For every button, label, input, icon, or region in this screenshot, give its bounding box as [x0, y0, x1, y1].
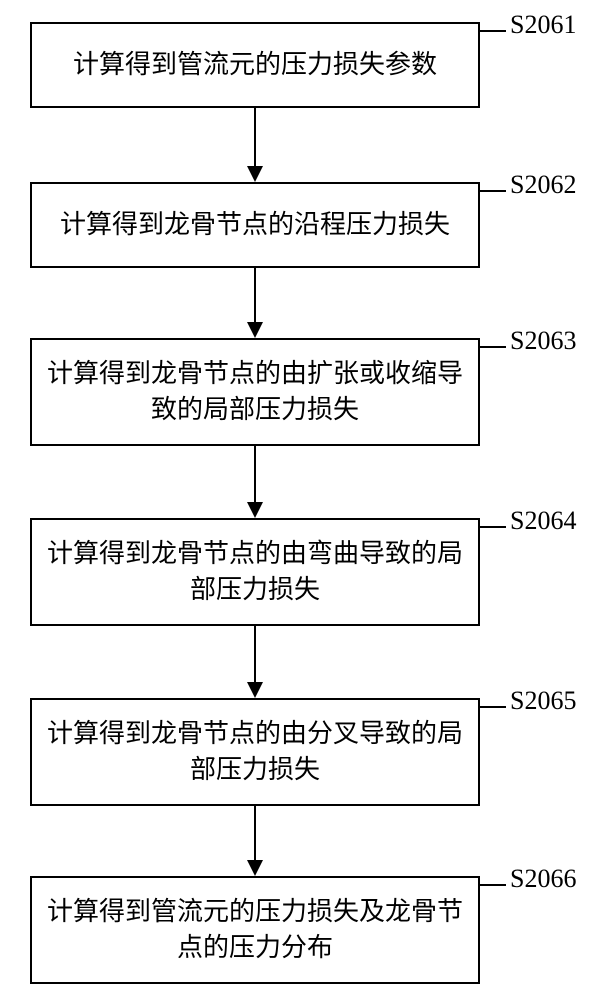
label-tick: [480, 526, 506, 528]
flowchart-step-n4: 计算得到龙骨节点的由弯曲导致的局部压力损失: [30, 518, 480, 626]
step-label-S2062: S2062: [510, 170, 576, 200]
arrow-head-icon: [247, 322, 263, 338]
step-text: 计算得到龙骨节点的由分叉导致的局部压力损失: [40, 716, 470, 789]
step-text: 计算得到龙骨节点的沿程压力损失: [60, 207, 450, 243]
arrow-line: [254, 268, 256, 322]
step-text: 计算得到管流元的压力损失及龙骨节点的压力分布: [40, 894, 470, 967]
arrow-line: [254, 446, 256, 502]
flowchart-step-n5: 计算得到龙骨节点的由分叉导致的局部压力损失: [30, 698, 480, 806]
arrow-line: [254, 108, 256, 166]
step-label-S2061: S2061: [510, 10, 576, 40]
step-text: 计算得到龙骨节点的由弯曲导致的局部压力损失: [40, 536, 470, 609]
step-label-S2064: S2064: [510, 506, 576, 536]
flowchart-step-n2: 计算得到龙骨节点的沿程压力损失: [30, 182, 480, 268]
arrow-line: [254, 626, 256, 682]
step-label-S2063: S2063: [510, 326, 576, 356]
flowchart-step-n1: 计算得到管流元的压力损失参数: [30, 22, 480, 108]
label-tick: [480, 346, 506, 348]
flowchart-canvas: 计算得到管流元的压力损失参数 S2061 计算得到龙骨节点的沿程压力损失 S2062 计…: [0, 0, 602, 1000]
arrow-head-icon: [247, 682, 263, 698]
flowchart-step-n6: 计算得到管流元的压力损失及龙骨节点的压力分布: [30, 876, 480, 984]
arrow-line: [254, 806, 256, 860]
arrow-head-icon: [247, 166, 263, 182]
label-tick: [480, 706, 506, 708]
label-tick: [480, 190, 506, 192]
flowchart-step-n3: 计算得到龙骨节点的由扩张或收缩导致的局部压力损失: [30, 338, 480, 446]
step-label-S2066: S2066: [510, 864, 576, 894]
step-text: 计算得到龙骨节点的由扩张或收缩导致的局部压力损失: [40, 356, 470, 429]
arrow-head-icon: [247, 502, 263, 518]
step-text: 计算得到管流元的压力损失参数: [73, 47, 437, 83]
label-tick: [480, 30, 506, 32]
arrow-head-icon: [247, 860, 263, 876]
step-label-S2065: S2065: [510, 686, 576, 716]
label-tick: [480, 884, 506, 886]
